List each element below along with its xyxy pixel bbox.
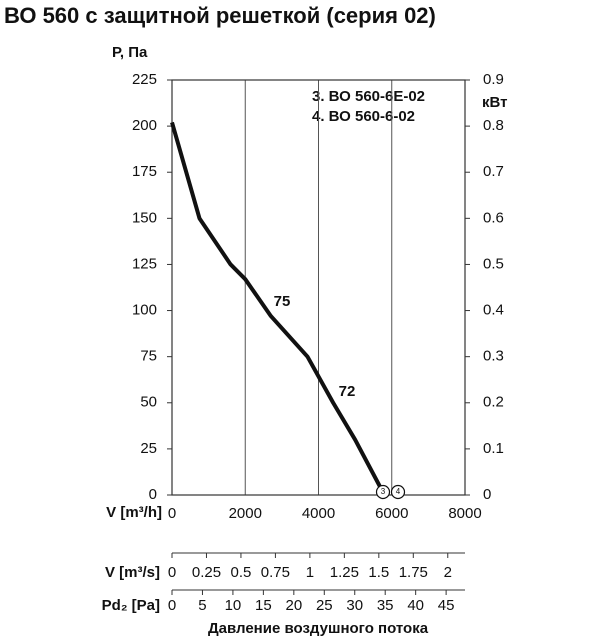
legend-entry: 3. ВО 560-6Е-02 xyxy=(312,88,425,105)
y-axis-label: Р, Па xyxy=(112,44,148,61)
extra-axis-tick-label: 1 xyxy=(306,564,314,581)
extra-axis-label: Pd₂ [Pa] xyxy=(102,597,160,614)
y2-axis-label: кВт xyxy=(482,94,508,111)
curve-annotation: 72 xyxy=(339,383,356,400)
point-label: 3 xyxy=(381,487,386,496)
y2-tick-label: 0.3 xyxy=(483,348,504,365)
plot-frame xyxy=(171,79,466,496)
y2-tick-label: 0 xyxy=(483,486,491,503)
x-tick-label: 8000 xyxy=(448,505,481,522)
x-tick-label: 0 xyxy=(168,505,176,522)
extra-axis-tick-label: 35 xyxy=(377,597,394,614)
y-tick-label: 150 xyxy=(132,209,157,226)
y-tick-label: 175 xyxy=(132,163,157,180)
chart-title: ВО 560 с защитной решеткой (серия 02) xyxy=(4,3,436,28)
curve xyxy=(170,121,387,496)
x-axis-label: V [m³/h] xyxy=(106,504,162,521)
footer: Давление воздушного потока xyxy=(208,620,429,637)
extra-axis-tick-label: 1.5 xyxy=(368,564,389,581)
y-tick-label: 50 xyxy=(140,394,157,411)
point-marker xyxy=(390,484,406,500)
curve-annotation: 75 xyxy=(274,293,291,310)
legend-entry: 4. ВО 560-6-02 xyxy=(312,108,415,125)
extra-axis-tick-label: 10 xyxy=(225,597,242,614)
extra-axis-label: V [m³/s] xyxy=(105,564,160,581)
y2-tick-label: 0.1 xyxy=(483,440,504,457)
extra-axis-tick-label: 25 xyxy=(316,597,333,614)
extra-axis-tick-label: 40 xyxy=(407,597,424,614)
extra-axis-tick-label: 45 xyxy=(438,597,455,614)
y-tick-label: 25 xyxy=(140,440,157,457)
extra-axis-tick-label: 0.75 xyxy=(261,564,290,581)
x-tick-label: 2000 xyxy=(229,505,262,522)
y-tick-label: 0 xyxy=(149,486,157,503)
point-label: 4 xyxy=(396,487,401,496)
y2-tick-label: 0.5 xyxy=(483,255,504,272)
extra-axis-tick-label: 2 xyxy=(444,564,452,581)
y2-tick-label: 0.9 xyxy=(483,71,504,88)
point-marker xyxy=(375,484,391,500)
y2-tick-label: 0.7 xyxy=(483,163,504,180)
y2-tick-label: 0.8 xyxy=(483,117,504,134)
y-tick-label: 200 xyxy=(132,117,157,134)
y2-tick-label: 0.4 xyxy=(483,302,504,319)
extra-axis-tick-label: 20 xyxy=(285,597,302,614)
extra-axis-tick-label: 0 xyxy=(168,597,176,614)
extra-axis-tick-label: 0 xyxy=(168,564,176,581)
extra-axis-tick-label: 1.25 xyxy=(330,564,359,581)
y-tick-label: 225 xyxy=(132,71,157,88)
y2-tick-label: 0.2 xyxy=(483,394,504,411)
y-tick-label: 75 xyxy=(140,348,157,365)
extra-axis-tick-label: 15 xyxy=(255,597,272,614)
x-tick-label: 4000 xyxy=(302,505,335,522)
extra-axis-tick-label: 5 xyxy=(198,597,206,614)
y-tick-label: 125 xyxy=(132,255,157,272)
extra-axis-tick-label: 0.25 xyxy=(192,564,221,581)
extra-axis-tick-label: 1.75 xyxy=(399,564,428,581)
extra-axis-tick-label: 30 xyxy=(346,597,363,614)
y-tick-label: 100 xyxy=(132,302,157,319)
extra-axis-tick-label: 0.5 xyxy=(231,564,252,581)
y2-tick-label: 0.6 xyxy=(483,209,504,226)
x-tick-label: 6000 xyxy=(375,505,408,522)
